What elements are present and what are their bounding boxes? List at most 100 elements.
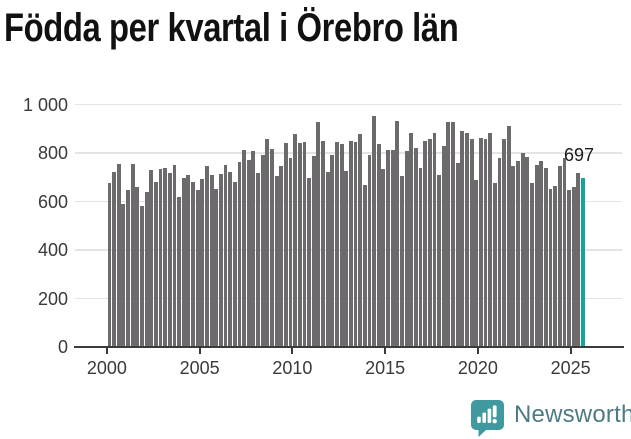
bar [279, 166, 284, 347]
bar [218, 174, 223, 347]
x-axis-tick-label: 2000 [86, 358, 127, 378]
bar [116, 163, 121, 347]
bar [181, 178, 186, 347]
bar [418, 168, 423, 347]
gridline [75, 297, 622, 300]
bar [288, 158, 293, 347]
bar [525, 157, 530, 347]
bar [376, 143, 381, 347]
bar [344, 170, 349, 347]
bar [163, 168, 168, 347]
bar [441, 146, 446, 347]
bar [330, 154, 335, 347]
bar [223, 164, 228, 347]
gridline [75, 103, 622, 106]
bar [492, 182, 497, 347]
bar [214, 188, 219, 347]
bar [246, 159, 251, 347]
bar [316, 122, 321, 347]
bar [409, 132, 414, 347]
bar [297, 142, 302, 347]
bar [348, 141, 353, 347]
bar [543, 168, 548, 347]
bar [506, 125, 511, 347]
bar [460, 130, 465, 347]
gridline [75, 249, 622, 251]
x-axis-tick-label: 2025 [550, 358, 591, 378]
bar [548, 188, 553, 347]
y-axis-tick-label: 800 [37, 143, 68, 164]
chart-title: Födda per kvartal i Örebro län [4, 6, 459, 50]
bar [107, 183, 112, 347]
bar [283, 143, 288, 347]
bar [432, 133, 437, 347]
bar [516, 161, 520, 347]
x-axis-tick [198, 348, 201, 354]
bar [539, 161, 544, 347]
bar [167, 173, 172, 347]
bar [497, 158, 502, 347]
bar [353, 142, 358, 347]
y-axis-tick-label: 1 000 [22, 94, 68, 115]
bar [390, 150, 395, 347]
bar [232, 181, 237, 347]
bar [423, 141, 428, 347]
bar [553, 186, 558, 347]
bar [172, 164, 177, 347]
bar [144, 191, 149, 347]
bar [502, 139, 507, 347]
bar [446, 122, 451, 347]
bar [270, 148, 274, 347]
bar [186, 174, 191, 347]
bar-highlighted [581, 178, 585, 347]
x-axis-tick [291, 348, 294, 354]
bar [451, 121, 455, 347]
x-axis-tick [476, 348, 479, 354]
bar [177, 196, 182, 347]
bar [455, 163, 460, 347]
bar [158, 169, 163, 347]
bar [437, 174, 442, 347]
bar [325, 171, 330, 347]
y-axis-tick-label: 0 [57, 337, 68, 357]
last-value-label: 697 [564, 145, 595, 165]
bar [372, 115, 377, 347]
bar [358, 134, 363, 347]
bar [534, 164, 539, 347]
bar [307, 178, 312, 347]
gridline [75, 200, 622, 203]
x-axis-tick-label: 2015 [365, 358, 406, 378]
bar [483, 138, 488, 347]
bar [567, 190, 572, 347]
bar [339, 143, 344, 347]
bar [400, 175, 404, 347]
newsworthy-logo-icon [471, 400, 504, 437]
bar [200, 179, 205, 347]
bar [121, 203, 126, 347]
x-axis-tick [569, 348, 572, 354]
bar [427, 139, 432, 347]
bar [209, 174, 214, 347]
bar [557, 166, 562, 347]
bar [404, 151, 409, 347]
bar [140, 206, 144, 347]
bar [488, 133, 493, 347]
brand-name: Newsworthy [514, 401, 631, 428]
newsworthy-branding: Newsworthy [468, 398, 631, 437]
x-axis-tick [384, 348, 387, 354]
bar [265, 139, 270, 347]
bar [511, 166, 516, 347]
bar [395, 120, 400, 347]
bar [335, 142, 339, 347]
bar [311, 156, 316, 347]
bar [576, 173, 581, 347]
bar [191, 181, 195, 347]
bar [237, 162, 242, 347]
bar [274, 175, 279, 347]
y-axis-tick-label: 400 [37, 240, 68, 261]
x-axis-tick-label: 2020 [457, 358, 498, 378]
bar [195, 190, 200, 347]
bar [126, 190, 130, 347]
bar [153, 181, 158, 347]
bar [321, 141, 325, 347]
